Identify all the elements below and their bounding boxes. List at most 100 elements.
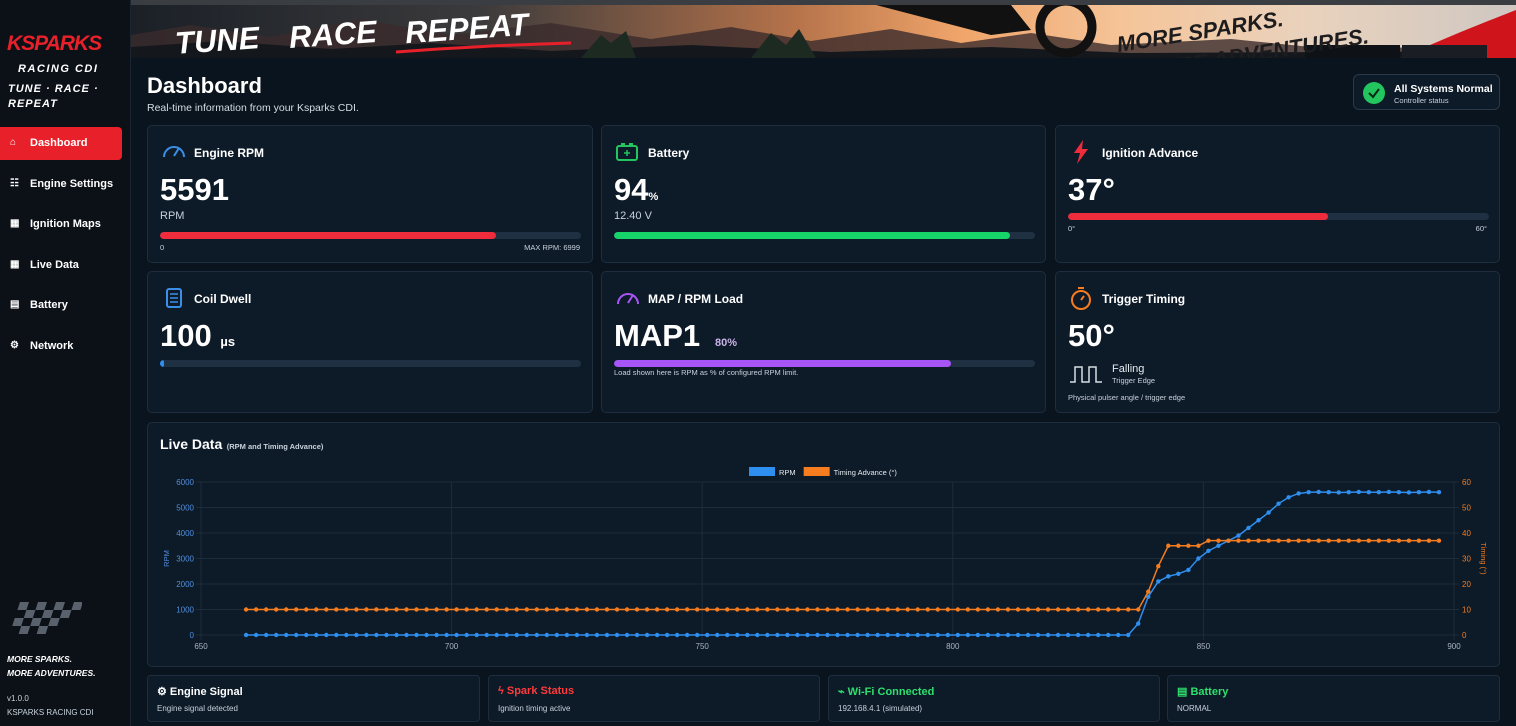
data-point bbox=[324, 632, 329, 638]
status-card-title: ▤ Battery bbox=[1177, 686, 1229, 698]
data-point bbox=[1296, 538, 1301, 543]
banner: TUNE RACE REPEAT MORE SPARKS. MORE ADVEN… bbox=[131, 5, 1516, 58]
data-point bbox=[404, 632, 409, 638]
nav-icon: ⚙ bbox=[10, 340, 19, 351]
data-point bbox=[715, 632, 720, 638]
data-point bbox=[1246, 538, 1251, 543]
data-point bbox=[1406, 490, 1412, 495]
rpm-card: Engine RPM 5591 RPM 0 MAX RPM: 6999 bbox=[147, 125, 593, 263]
legend-swatch bbox=[749, 467, 775, 476]
data-point bbox=[384, 632, 389, 638]
data-point bbox=[1196, 556, 1201, 561]
ignition-bar bbox=[1068, 213, 1328, 220]
battery-card: Battery 94% 12.40 V bbox=[601, 125, 1046, 263]
card-title: Coil Dwell bbox=[194, 292, 252, 306]
status-card-title: ϟ Spark Status bbox=[498, 685, 575, 697]
legend-swatch bbox=[803, 467, 830, 476]
data-point bbox=[1346, 538, 1351, 543]
load-gauge-icon bbox=[617, 293, 639, 305]
data-point bbox=[1416, 538, 1422, 543]
ignition-value: 37° bbox=[1068, 172, 1115, 208]
rpm-bar bbox=[160, 232, 497, 239]
chart-title: Live Data bbox=[160, 436, 223, 452]
data-point bbox=[494, 632, 499, 638]
data-point bbox=[634, 607, 640, 612]
data-point bbox=[1356, 538, 1361, 543]
data-point bbox=[594, 632, 600, 638]
legend-label: Timing Advance (°) bbox=[834, 468, 898, 477]
data-point bbox=[424, 607, 429, 612]
data-point bbox=[925, 607, 930, 612]
data-point bbox=[464, 607, 469, 612]
trigger-value: 50° bbox=[1068, 318, 1115, 354]
x-tick-label: 750 bbox=[696, 642, 710, 651]
data-point bbox=[1366, 490, 1371, 495]
data-point bbox=[664, 607, 670, 612]
data-point bbox=[253, 607, 259, 612]
nav-item[interactable]: ☷ Engine Settings bbox=[0, 168, 122, 201]
brand-tagline: TUNE · RACE · REPEAT bbox=[8, 83, 99, 110]
ignition-max-value: 60 bbox=[1475, 224, 1484, 233]
data-point bbox=[1306, 490, 1311, 495]
nav-item[interactable]: ⌂ Dashboard bbox=[0, 127, 122, 160]
y-tick-label: 5000 bbox=[176, 504, 194, 513]
rpm-unit: RPM bbox=[160, 210, 185, 222]
y-axis-label: RPM bbox=[162, 550, 171, 567]
data-point bbox=[644, 632, 650, 638]
data-point bbox=[334, 607, 339, 612]
nav-item[interactable]: ▤ Battery bbox=[0, 289, 122, 322]
data-point bbox=[614, 607, 620, 612]
data-point bbox=[1266, 510, 1271, 515]
data-point bbox=[1055, 607, 1061, 612]
nav-item[interactable]: ▦ Live Data bbox=[0, 249, 122, 282]
status-check bbox=[1363, 82, 1385, 104]
data-point bbox=[745, 632, 750, 638]
dwell-track bbox=[160, 360, 581, 367]
data-point bbox=[725, 607, 730, 612]
nav-item[interactable]: ⚙ Network bbox=[0, 330, 122, 363]
data-point bbox=[915, 607, 920, 612]
data-point bbox=[975, 607, 981, 612]
ignition-number: 37 bbox=[1068, 172, 1103, 207]
data-point bbox=[795, 632, 800, 638]
data-point bbox=[945, 632, 950, 638]
data-point bbox=[705, 632, 710, 638]
y-tick-label: 2000 bbox=[176, 580, 194, 589]
data-point bbox=[1156, 563, 1161, 569]
data-point bbox=[845, 607, 850, 612]
data-point bbox=[384, 607, 389, 612]
data-point bbox=[1005, 632, 1011, 638]
y-tick-label: 3000 bbox=[176, 555, 194, 564]
data-point bbox=[775, 607, 780, 612]
data-point bbox=[835, 607, 840, 612]
load-card: MAP / RPM Load MAP1 80% Load shown here … bbox=[601, 271, 1046, 413]
dwell-number: 100 bbox=[160, 318, 212, 353]
data-point bbox=[1236, 538, 1241, 543]
data-point bbox=[1095, 632, 1101, 638]
data-point bbox=[624, 632, 630, 638]
data-point bbox=[1136, 621, 1141, 626]
live-data-card: Live Data (RPM and Timing Advance) bbox=[147, 422, 1500, 667]
card-title: Engine RPM bbox=[194, 146, 265, 160]
data-point bbox=[554, 632, 560, 638]
data-point bbox=[1236, 533, 1241, 538]
trigger-unit: ° bbox=[1102, 318, 1115, 353]
battery-unit: % bbox=[648, 191, 659, 203]
nav-item[interactable]: ▦ Ignition Maps bbox=[0, 208, 122, 241]
data-point bbox=[1216, 543, 1221, 548]
data-point bbox=[584, 607, 590, 612]
nav-label: Live Data bbox=[30, 258, 79, 271]
data-point bbox=[434, 632, 439, 638]
status-card: ▤ Battery NORMAL bbox=[1167, 675, 1500, 722]
data-point bbox=[1065, 632, 1071, 638]
data-point bbox=[614, 632, 620, 638]
gauge-icon bbox=[163, 146, 185, 158]
banner-word: RACE bbox=[287, 13, 378, 56]
battery-bar bbox=[614, 232, 1010, 239]
data-point bbox=[835, 632, 840, 638]
chart-subtitle: (RPM and Timing Advance) bbox=[226, 442, 324, 451]
battery-value: 94% bbox=[614, 172, 658, 208]
data-point bbox=[263, 607, 269, 612]
data-point bbox=[825, 607, 830, 612]
y2-tick-label: 20 bbox=[1462, 580, 1471, 589]
